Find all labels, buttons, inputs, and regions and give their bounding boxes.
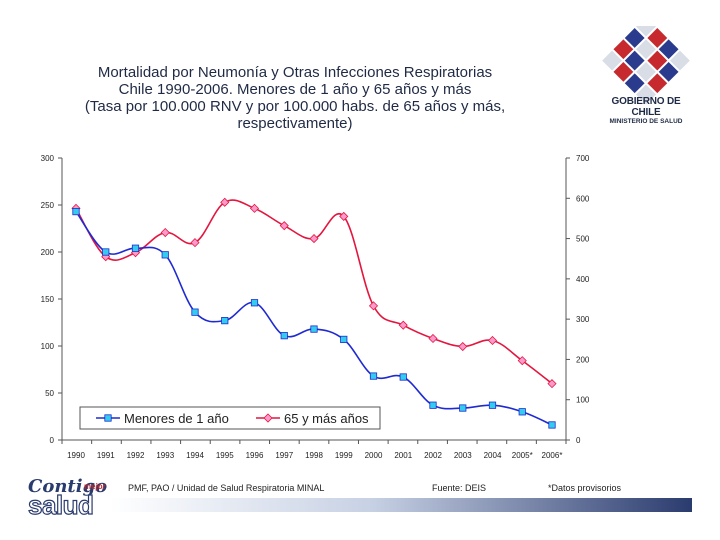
point-menores-1-ano [131, 244, 140, 252]
point-65-y-mas [487, 335, 498, 346]
x-tick-label: 2005* [512, 451, 533, 460]
chart-title: Mortalidad por Neumonía y Otras Infeccio… [40, 64, 550, 132]
point-menores-1-ano [310, 325, 318, 333]
legend-marker-menores [104, 414, 112, 422]
footer-gradient-bar [110, 498, 692, 512]
point-menores-1-ano [161, 251, 169, 259]
point-menores-1-ano [72, 207, 80, 216]
point-menores-1-ano [548, 421, 556, 429]
brand-word-salud: salud [27, 489, 94, 520]
title-line-2: Chile 1990-2006. Menores de 1 año y 65 a… [118, 81, 472, 98]
x-tick-label: 2002 [424, 451, 442, 460]
point-menores-1-ano [488, 401, 497, 409]
right-tick-label: 100 [576, 396, 590, 405]
right-tick-label: 200 [576, 355, 590, 364]
x-tick-label: 1990 [67, 451, 85, 460]
brand-word-contigo: Contigo [28, 476, 108, 497]
gobierno-label: GOBIERNO DE CHILE [611, 96, 681, 118]
point-menores-1-ano [459, 404, 467, 412]
brand-word-mejor: mejor [84, 482, 106, 491]
legend-label-65: 65 y más años [284, 411, 369, 426]
title-line-1: Mortalidad por Neumonía y Otras Infeccio… [97, 64, 493, 81]
x-tick-label: 1992 [127, 451, 145, 460]
point-65-y-mas [309, 234, 319, 244]
x-tick-label: 1999 [335, 451, 353, 460]
x-tick-label: 2000 [365, 451, 383, 460]
right-tick-label: 0 [576, 436, 581, 445]
point-65-y-mas [339, 211, 349, 221]
point-65-y-mas [458, 341, 468, 352]
title-line-4: respectivamente) [237, 115, 353, 132]
legend-label-menores: Menores de 1 año [124, 411, 229, 426]
point-menores-1-ano [340, 335, 348, 344]
x-tick-label: 1991 [97, 451, 115, 460]
right-tick-label: 600 [576, 194, 590, 203]
point-65-y-mas [398, 320, 408, 330]
x-tick-label: 1994 [186, 451, 204, 460]
x-tick-label: 2006* [542, 451, 563, 460]
right-tick-label: 500 [576, 235, 590, 244]
x-tick-label: 2003 [454, 451, 472, 460]
left-tick-label: 250 [41, 201, 55, 210]
point-menores-1-ano [221, 317, 229, 325]
legend-box [79, 406, 381, 430]
point-65-y-mas [517, 356, 527, 366]
series-line-65-y-mas [75, 199, 553, 385]
contigo-mejor-salud-logo: Contigo mejor salud [27, 476, 112, 521]
x-tick-label: 2004 [484, 451, 502, 460]
point-65-y-mas [220, 197, 230, 207]
point-menores-1-ano [191, 308, 199, 316]
left-tick-label: 200 [41, 248, 55, 257]
x-tick-label: 1995 [216, 451, 234, 460]
title-line-3: (Tasa por 100.000 RNV y por 100.000 habs… [84, 98, 506, 115]
right-tick-label: 700 [576, 154, 590, 163]
left-tick-label: 0 [50, 436, 55, 445]
point-65-y-mas [160, 227, 170, 238]
right-tick-label: 400 [576, 275, 590, 284]
legend-marker-65 [263, 413, 273, 423]
x-tick-label: 1998 [305, 451, 323, 460]
point-65-y-mas [249, 203, 260, 213]
left-tick-label: 50 [45, 389, 54, 398]
left-tick-label: 150 [41, 295, 55, 304]
left-tick-label: 100 [41, 342, 55, 351]
footer-source-left: PMF, PAO / Unidad de Salud Respiratoria … [128, 483, 325, 493]
x-tick-label: 1997 [275, 451, 293, 460]
point-65-y-mas [368, 301, 379, 311]
left-tick-label: 300 [41, 154, 55, 163]
x-tick-label: 1993 [156, 451, 174, 460]
point-menores-1-ano [429, 401, 437, 409]
point-65-y-mas [428, 333, 438, 344]
point-menores-1-ano [369, 372, 378, 380]
point-menores-1-ano [102, 248, 110, 256]
x-tick-label: 2001 [394, 451, 412, 460]
chile-government-logo-icon [602, 26, 690, 105]
x-tick-label: 1996 [246, 451, 264, 460]
point-menores-1-ano [518, 408, 526, 416]
right-tick-label: 300 [576, 315, 590, 324]
footer-source-mid: Fuente: DEIS [432, 483, 487, 493]
point-65-y-mas [279, 221, 289, 231]
point-65-y-mas [547, 379, 557, 389]
ministerio-label: MINISTERIO DE SALUD [609, 118, 683, 125]
footer-note: *Datos provisorios [548, 483, 622, 493]
ministry-label: GOBIERNO DE CHILE MINISTERIO DE SALUD [596, 96, 696, 125]
point-65-y-mas [190, 238, 200, 248]
point-menores-1-ano [280, 332, 288, 340]
point-menores-1-ano [250, 299, 259, 307]
point-menores-1-ano [399, 373, 407, 381]
